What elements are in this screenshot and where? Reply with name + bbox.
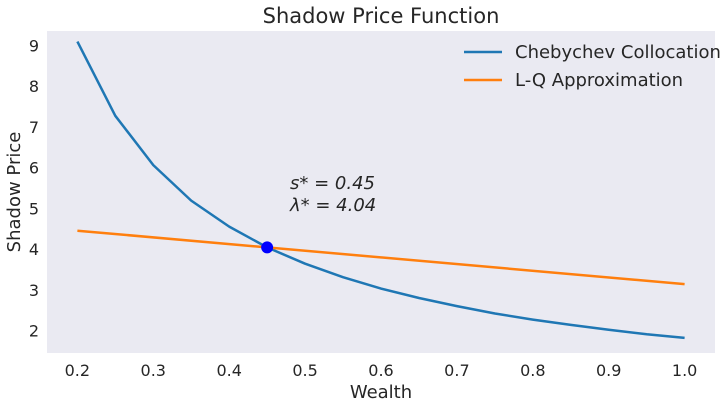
series-line-chebychev (76, 41, 685, 340)
optimal-point-marker (261, 241, 274, 254)
x-tick-label: 0.5 (292, 361, 317, 380)
x-tick-label: 0.2 (65, 361, 90, 380)
y-tick-labels: 2 3 4 5 6 7 8 9 (29, 36, 39, 340)
series-line-lq (77, 229, 685, 286)
legend-label-lq: L-Q Approximation (515, 70, 683, 91)
y-tick-label: 7 (29, 118, 39, 137)
legend: Chebychev Collocation L-Q Approximation (464, 42, 721, 91)
x-tick-label: 0.7 (444, 361, 469, 380)
x-tick-label: 0.3 (141, 361, 166, 380)
y-tick-label: 2 (29, 322, 39, 341)
series-lines (76, 41, 685, 340)
x-tick-label: 0.8 (520, 361, 545, 380)
x-tick-label: 0.9 (596, 361, 621, 380)
y-tick-label: 4 (29, 240, 39, 259)
x-tick-label: 0.6 (368, 361, 393, 380)
x-tick-label: 0.4 (216, 361, 241, 380)
annotation-s-star: s* = 0.45 (290, 173, 375, 194)
plot-area (47, 31, 715, 353)
y-tick-label: 6 (29, 159, 39, 178)
legend-label-chebychev: Chebychev Collocation (515, 42, 721, 63)
y-axis-label: Shadow Price (4, 132, 25, 253)
x-tick-label: 1.0 (672, 361, 697, 380)
y-tick-label: 9 (29, 36, 39, 55)
x-tick-labels: 0.2 0.3 0.4 0.5 0.6 0.7 0.8 0.9 1.0 (65, 361, 698, 380)
x-axis-label: Wealth (350, 382, 412, 403)
y-tick-label: 3 (29, 281, 39, 300)
chart-title: Shadow Price Function (263, 4, 500, 28)
y-tick-label: 5 (29, 199, 39, 218)
y-tick-label: 8 (29, 77, 39, 96)
annotation-lambda-star: λ* = 4.04 (289, 195, 376, 216)
